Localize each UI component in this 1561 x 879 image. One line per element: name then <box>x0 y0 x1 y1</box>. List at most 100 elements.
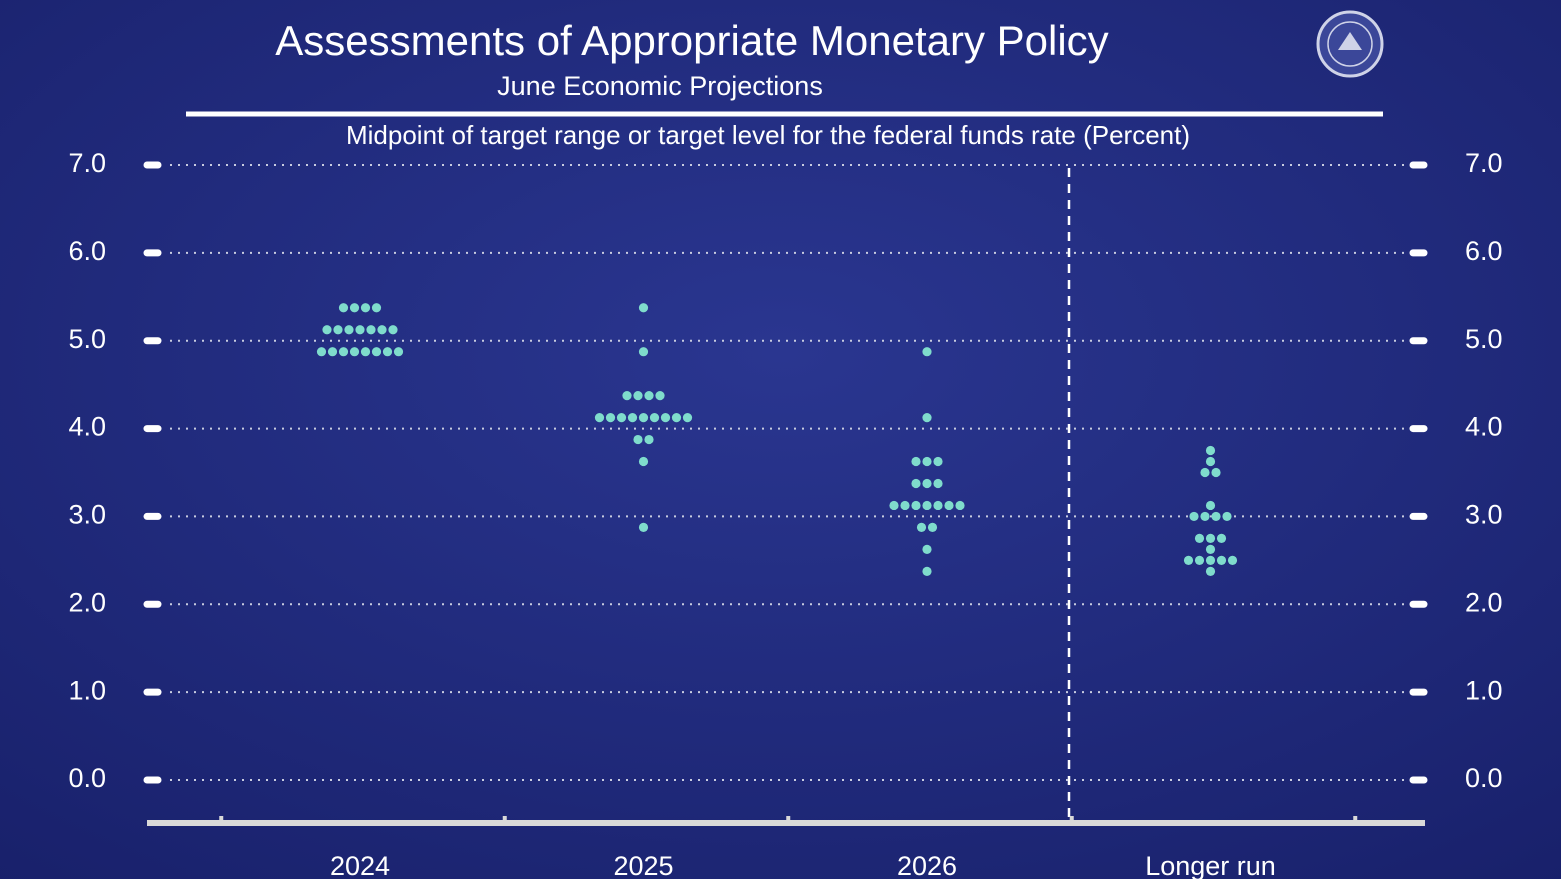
dot <box>1205 566 1216 576</box>
dot <box>377 325 387 335</box>
y-tick-label: 1.0 <box>68 675 106 705</box>
dot <box>922 456 932 467</box>
y-tick-label-right: 3.0 <box>1465 500 1503 530</box>
dot <box>900 500 910 511</box>
dot <box>382 347 393 357</box>
seal <box>1316 10 1384 78</box>
dot <box>638 347 649 357</box>
dot <box>660 412 671 423</box>
dot <box>349 303 360 313</box>
y-tick-label: 5.0 <box>68 324 106 354</box>
dot <box>371 303 382 313</box>
dot <box>1200 467 1210 478</box>
x-tick-label: 2025 <box>613 851 673 879</box>
x-tick-label: Longer run <box>1145 851 1276 879</box>
dot <box>338 303 349 313</box>
dot <box>338 347 349 357</box>
dot <box>1194 555 1205 565</box>
dot <box>344 325 354 335</box>
dot <box>638 412 649 423</box>
dot <box>927 522 938 533</box>
dot <box>1205 456 1216 467</box>
dot <box>605 412 616 423</box>
dot <box>1227 555 1238 565</box>
dot <box>922 500 932 511</box>
dot <box>911 456 921 467</box>
dot <box>889 500 899 511</box>
dot <box>1205 544 1216 554</box>
x-tick-label: 2026 <box>897 851 957 879</box>
dot <box>1211 467 1221 478</box>
dot <box>322 325 332 335</box>
y-tick-label: 4.0 <box>68 412 106 442</box>
dot <box>644 391 654 401</box>
dot <box>594 412 605 423</box>
dot <box>1205 445 1216 456</box>
chart-title: Assessments of Appropriate Monetary Poli… <box>275 17 1108 64</box>
dot <box>916 522 927 533</box>
dot <box>1222 511 1232 522</box>
y-axis-label: Midpoint of target range or target level… <box>346 120 1190 150</box>
y-tick-label: 0.0 <box>68 763 106 793</box>
x-tick-label: 2024 <box>330 851 390 879</box>
dot <box>922 478 932 489</box>
dot <box>655 391 665 401</box>
y-tick-label: 6.0 <box>68 236 106 266</box>
dot <box>933 456 943 467</box>
y-tick-label-right: 5.0 <box>1465 324 1503 354</box>
dot <box>1189 511 1199 522</box>
dot <box>1205 533 1216 543</box>
dot <box>355 325 365 335</box>
dot <box>1211 511 1221 522</box>
dot <box>911 478 921 489</box>
dot <box>933 478 943 489</box>
y-tick-label-right: 6.0 <box>1465 236 1503 266</box>
dot <box>922 566 932 576</box>
dot <box>349 347 360 357</box>
dot <box>922 347 932 357</box>
y-tick-label-right: 0.0 <box>1465 763 1503 793</box>
dot <box>1205 500 1216 511</box>
y-tick-label: 3.0 <box>68 500 106 530</box>
dot <box>388 325 398 335</box>
dot <box>682 412 693 423</box>
dot <box>616 412 627 423</box>
dot <box>671 412 682 423</box>
y-tick-label-right: 1.0 <box>1465 675 1503 705</box>
dot <box>644 434 654 445</box>
dot <box>316 347 327 357</box>
y-tick-label-right: 2.0 <box>1465 587 1503 617</box>
dot <box>944 500 954 511</box>
dot <box>922 412 932 423</box>
dot <box>638 303 649 313</box>
dot <box>922 544 932 554</box>
dot <box>333 325 343 335</box>
dot <box>1205 555 1216 565</box>
y-tick-label-right: 4.0 <box>1465 412 1503 442</box>
dot <box>360 347 371 357</box>
dot <box>649 412 660 423</box>
y-tick-label: 2.0 <box>68 587 106 617</box>
y-tick-label-right: 7.0 <box>1465 148 1503 178</box>
dot <box>1200 511 1210 522</box>
dot <box>366 325 376 335</box>
y-tick-label: 7.0 <box>68 148 106 178</box>
dot <box>1216 555 1227 565</box>
dot <box>633 434 643 445</box>
dot <box>393 347 404 357</box>
dot <box>1183 555 1194 565</box>
dot <box>633 391 643 401</box>
dot <box>638 456 649 467</box>
dot <box>933 500 943 511</box>
dot <box>371 347 382 357</box>
dot <box>622 391 632 401</box>
dot <box>638 522 649 533</box>
dot <box>955 500 965 511</box>
dot <box>627 412 638 423</box>
dot <box>327 347 338 357</box>
dot <box>911 500 921 511</box>
dot <box>1216 533 1227 543</box>
